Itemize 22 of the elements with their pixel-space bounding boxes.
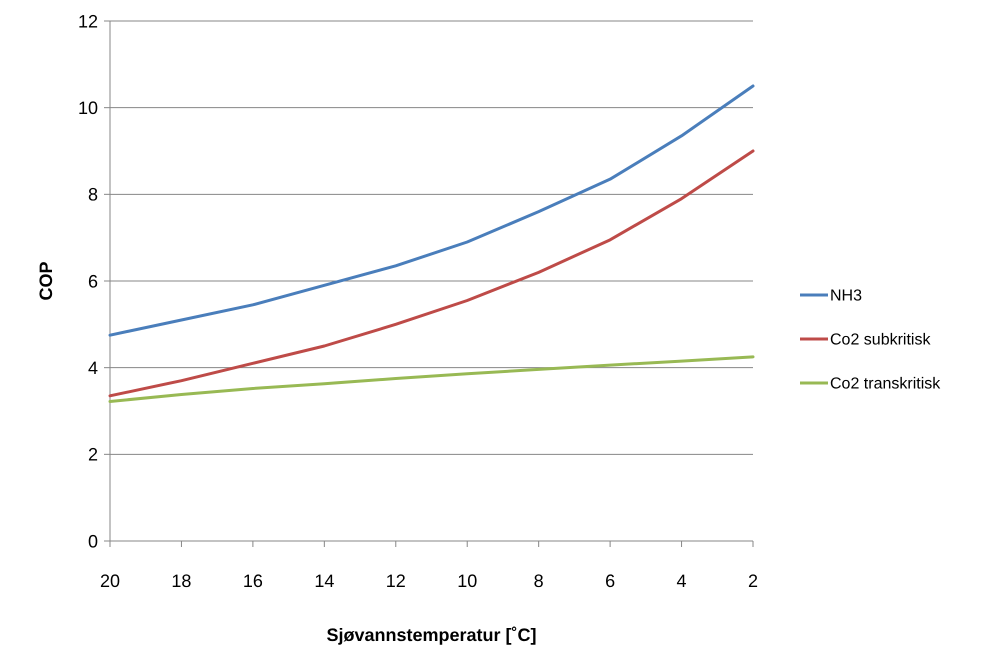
legend-label: NH3 [830, 288, 862, 305]
legend-label: Co2 subkritisk [830, 332, 932, 349]
y-axis-title: COP [36, 261, 56, 301]
x-tick-label: 8 [534, 571, 544, 591]
x-tick-label: 12 [386, 571, 406, 591]
y-tick-label: 6 [88, 271, 98, 292]
y-tick-label: 12 [78, 11, 98, 32]
y-tick-label: 8 [88, 184, 98, 205]
x-tick-label: 6 [605, 571, 616, 591]
x-tick-label: 14 [314, 571, 334, 591]
y-tick-label: 2 [88, 444, 98, 465]
x-tick-label: 16 [242, 571, 263, 591]
x-axis-title: Sjøvannstemperatur [˚C] [326, 625, 537, 645]
x-tick-label: 20 [100, 571, 120, 591]
x-tick-label: 2 [748, 571, 758, 591]
x-tick-label: 10 [457, 571, 478, 591]
y-tick-label: 10 [78, 98, 98, 118]
x-tick-label: 4 [676, 571, 687, 591]
legend-label: Co2 transkritisk [830, 376, 942, 393]
y-tick-label: 4 [88, 358, 98, 378]
y-tick-label: 0 [88, 531, 98, 552]
x-tick-label: 18 [171, 571, 192, 591]
